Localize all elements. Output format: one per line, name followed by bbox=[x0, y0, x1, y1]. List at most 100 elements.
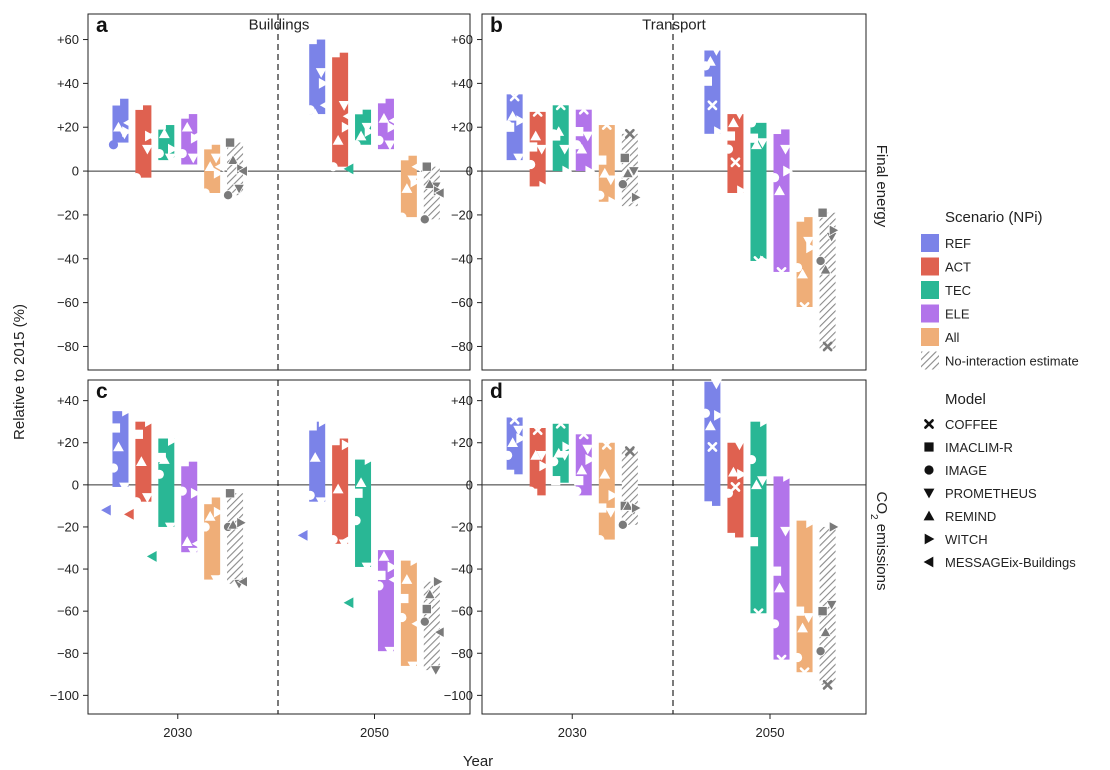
point-imaclim-r bbox=[748, 133, 759, 143]
point-prometheus bbox=[559, 144, 571, 155]
bar-tec-2050 bbox=[343, 454, 375, 609]
point-witch bbox=[760, 416, 770, 428]
y-tick-label: 0 bbox=[466, 164, 473, 179]
point-witch bbox=[608, 489, 619, 501]
bar-ref-2030 bbox=[101, 405, 132, 516]
point-remind bbox=[401, 574, 413, 584]
range-bar bbox=[621, 449, 638, 525]
point-imaclim-r bbox=[307, 34, 317, 45]
point-remind bbox=[530, 449, 542, 460]
point-remind bbox=[423, 588, 436, 600]
point-messageix-buildings bbox=[191, 130, 202, 142]
y-tick-label: 0 bbox=[72, 477, 79, 492]
scenario-swatch bbox=[921, 351, 939, 370]
model-legend-item-witch: WITCH bbox=[924, 532, 988, 547]
model-legend-item-prometheus: PROMETHEUS bbox=[923, 486, 1037, 501]
point-image bbox=[397, 212, 407, 222]
point-prometheus bbox=[384, 646, 396, 657]
bar-no-interaction-2050 bbox=[815, 520, 840, 690]
x-tick-label: 2030 bbox=[163, 725, 192, 740]
range-bar bbox=[400, 560, 417, 666]
point-remind bbox=[599, 167, 611, 178]
bar-all-2050 bbox=[397, 151, 422, 222]
point-prometheus bbox=[734, 109, 745, 120]
scenario-legend-item-tec: TEC bbox=[921, 281, 971, 299]
point-remind bbox=[797, 268, 808, 279]
bar-act-2050 bbox=[723, 109, 747, 197]
x-tick-label: 2050 bbox=[360, 725, 389, 740]
point-image bbox=[177, 148, 187, 159]
panel-frame bbox=[481, 13, 867, 371]
point-imaclim-r bbox=[353, 105, 363, 115]
point-prometheus bbox=[605, 507, 617, 518]
point-witch bbox=[364, 454, 375, 465]
point-image bbox=[154, 148, 164, 159]
point-remind bbox=[401, 183, 413, 193]
point-image bbox=[617, 179, 628, 190]
point-prometheus bbox=[513, 153, 525, 164]
point-prometheus bbox=[780, 526, 791, 537]
range-bar bbox=[181, 461, 198, 553]
bar-all-2030 bbox=[595, 439, 619, 545]
point-coffee bbox=[578, 104, 589, 115]
point-image bbox=[526, 159, 536, 170]
model-symbol bbox=[924, 533, 935, 545]
point-prometheus bbox=[803, 236, 814, 247]
point-messageix-buildings bbox=[191, 538, 202, 550]
bar-ref-2050 bbox=[305, 34, 330, 119]
point-image bbox=[769, 173, 780, 183]
scenario-swatch bbox=[921, 281, 939, 299]
bar-all-2050 bbox=[792, 517, 816, 678]
panel-letter: d bbox=[490, 380, 503, 403]
point-image bbox=[792, 262, 803, 273]
point-imaclim-r bbox=[202, 494, 212, 505]
range-bar bbox=[355, 459, 372, 567]
point-image bbox=[792, 652, 803, 663]
bar-all-2030 bbox=[595, 120, 619, 208]
row-label: CO2 emissions bbox=[869, 492, 891, 591]
point-imaclim-r bbox=[725, 532, 736, 543]
scenario-label: No-interaction estimate bbox=[945, 354, 1079, 369]
scenario-swatch bbox=[921, 234, 939, 252]
point-remind bbox=[774, 185, 785, 196]
bar-tec-2030 bbox=[549, 418, 573, 486]
y-tick-label: +20 bbox=[57, 120, 79, 135]
point-remind bbox=[507, 437, 519, 448]
point-remind bbox=[576, 464, 588, 475]
point-remind bbox=[204, 161, 216, 172]
point-witch bbox=[806, 517, 816, 529]
model-label: PROMETHEUS bbox=[945, 486, 1037, 501]
point-imaclim-r bbox=[225, 488, 236, 499]
bar-tec-2050 bbox=[746, 118, 770, 267]
point-prometheus bbox=[605, 175, 617, 186]
model-label: MESSAGEix-Buildings bbox=[945, 555, 1076, 570]
range-bar bbox=[727, 442, 744, 538]
bar-ref-2050 bbox=[297, 416, 329, 541]
range-bar bbox=[377, 98, 394, 150]
bar-all-2030 bbox=[200, 140, 225, 198]
scenario-label: ACT bbox=[945, 260, 971, 275]
point-image bbox=[131, 497, 141, 507]
point-imaclim-r bbox=[817, 606, 828, 617]
point-prometheus bbox=[384, 140, 396, 151]
bar-ele-2050 bbox=[769, 471, 793, 665]
point-image bbox=[503, 450, 513, 460]
row-label: Final energy bbox=[873, 145, 890, 228]
bar-no-interaction-2030 bbox=[223, 137, 248, 201]
y-tick-label: −60 bbox=[57, 295, 79, 310]
point-prometheus bbox=[559, 451, 571, 461]
point-prometheus bbox=[711, 46, 722, 56]
bar-ref-2050 bbox=[700, 379, 724, 511]
point-remind bbox=[332, 483, 344, 494]
point-image bbox=[374, 581, 384, 591]
bar-tec-2030 bbox=[146, 435, 178, 562]
model-symbol bbox=[924, 442, 934, 452]
point-imaclim-r bbox=[330, 48, 340, 58]
point-witch bbox=[190, 487, 201, 499]
point-imaclim-r bbox=[794, 212, 805, 222]
point-messageix-buildings bbox=[342, 110, 353, 122]
model-label: IMACLIM-R bbox=[945, 440, 1013, 455]
scenario-label: ELE bbox=[945, 307, 970, 322]
point-coffee bbox=[509, 414, 520, 425]
point-remind bbox=[135, 456, 147, 467]
